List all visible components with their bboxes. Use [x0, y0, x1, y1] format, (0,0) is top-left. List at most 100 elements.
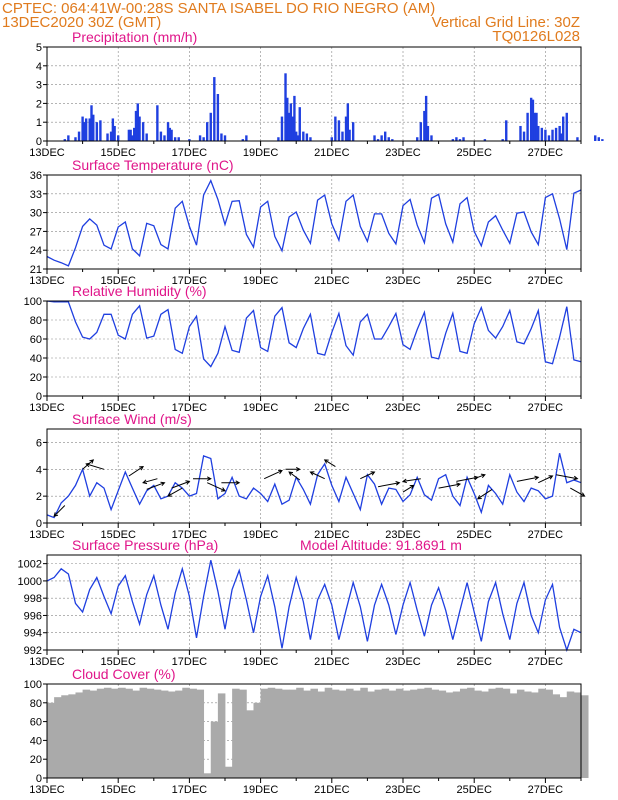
precipitation-xtick-label: 21DEC [314, 147, 350, 159]
cloud-cover-bar [168, 691, 176, 778]
temperature-xtick-label: 17DEC [172, 275, 208, 287]
precipitation-bar [92, 114, 95, 141]
precipitation-bar [245, 135, 248, 141]
precipitation-bar [373, 135, 376, 141]
wind-xtick-label: 15DEC [100, 529, 136, 541]
cloud-cover-bar [438, 690, 447, 778]
precipitation-bar [451, 139, 455, 141]
precipitation-bar [348, 129, 351, 141]
precipitation-bar [519, 125, 522, 141]
cloud-cover-bar [581, 695, 589, 778]
cloud-cover-bar [353, 690, 361, 778]
wind-vector-arrow [167, 487, 183, 497]
cloud-cover-bar [182, 687, 190, 778]
precipitation-xtick-label: 27DEC [528, 147, 564, 159]
temperature-xtick-label: 25DEC [456, 275, 492, 287]
precipitation-bar [376, 139, 380, 141]
precipitation-bar [594, 135, 597, 141]
header-date: 13DEC2020 30Z (GMT) [2, 14, 161, 31]
cloud-cover-xtick-label: 27DEC [528, 784, 564, 796]
wind-xtick-label: 23DEC [385, 529, 421, 541]
wind-vector-arrow [171, 480, 191, 489]
cloud-cover-bar [524, 691, 532, 778]
cloud-cover-bar [538, 688, 546, 778]
wind-vector-arrow [142, 478, 158, 485]
precipitation-bar [81, 116, 84, 141]
precipitation-bar [562, 116, 565, 141]
cloud-cover-bar [267, 687, 276, 778]
temperature-ytick-label: 36 [30, 170, 42, 182]
precipitation-xtick-label: 23DEC [385, 147, 421, 159]
cloud-cover-ytick-label: 100 [24, 679, 42, 691]
cloud-cover-ytick-label: 20 [30, 754, 42, 766]
cloud-cover-bar [125, 688, 133, 778]
wind-vector-arrow [263, 469, 283, 480]
cloud-cover-bar [324, 687, 333, 778]
cloud-cover-bar [516, 689, 525, 778]
cloud-cover-panel: 0 20 40 60 80 100 13DEC 15DEC 17DEC 19DEC 21DEC 23D… [24, 666, 589, 796]
pressure-xtick-label: 13DEC [29, 656, 65, 668]
temperature-ytick-label: 21 [30, 264, 42, 276]
cloud-cover-ytick-label: 0 [36, 773, 42, 785]
cloud-cover-bar [61, 695, 69, 778]
cloud-cover-ytick-label: 80 [30, 698, 42, 710]
cloud-cover-bar [310, 688, 318, 778]
wind-vector-arrow [360, 471, 376, 480]
precipitation-bar [127, 129, 131, 141]
pressure-xtick-label: 23DEC [385, 656, 421, 668]
precipitation-bar [505, 120, 508, 141]
precipitation-bar [309, 137, 312, 141]
precipitation-bar [77, 131, 81, 141]
precipitation-bar [74, 137, 77, 141]
precipitation-ytick-label: 0 [36, 136, 42, 148]
precipitation-bar [387, 137, 390, 141]
temperature-title: Surface Temperature (nC) [72, 157, 234, 173]
temperature-line [46, 178, 582, 267]
precipitation-bar [168, 127, 172, 141]
cloud-cover-bar [360, 687, 368, 778]
wind-vector-arrow [206, 482, 226, 492]
pressure-title: Surface Pressure (hPa) [72, 537, 218, 553]
precipitation-title: Precipitation (mm/h) [72, 29, 197, 45]
wind-ytick-label: 0 [36, 518, 42, 530]
cloud-cover-bar [82, 689, 91, 778]
precipitation-bar [535, 112, 538, 141]
cloud-cover-bar [495, 687, 504, 778]
precipitation-bar [84, 118, 88, 141]
cloud-cover-bar [139, 687, 148, 778]
wind-vector-arrow [193, 476, 212, 482]
pressure-xtick-label: 15DEC [100, 656, 136, 668]
precipitation-ytick-label: 4 [36, 61, 42, 73]
cloud-cover-xtick-label: 21DEC [314, 784, 350, 796]
humidity-xtick-label: 19DEC [243, 402, 279, 414]
cloud-cover-bar [132, 690, 140, 778]
precipitation-bar [424, 95, 428, 141]
cloud-cover-bar [89, 690, 98, 778]
cloud-cover-bar [559, 697, 568, 778]
precipitation-bar [554, 127, 558, 141]
cloud-cover-bar [346, 688, 354, 778]
cloud-cover-title: Cloud Cover (%) [72, 666, 175, 682]
pressure-annotation: Model Altitude: 91.8691 m [300, 537, 462, 553]
cloud-cover-xtick-label: 23DEC [385, 784, 421, 796]
header-station: CPTEC: 064:41W-00:28S SANTA ISABEL DO RI… [2, 0, 435, 17]
precipitation-bar [166, 122, 170, 141]
temperature-xtick-label: 27DEC [528, 275, 564, 287]
wind-vector-arrow [402, 484, 415, 493]
pressure-ytick-label: 996 [24, 610, 42, 622]
precipitation-bar [380, 135, 383, 141]
precipitation-bar [88, 118, 91, 141]
precipitation-bar [576, 137, 579, 141]
wind-vector-arrow [128, 466, 144, 477]
cloud-cover-bar [502, 688, 511, 778]
cloud-cover-bar [410, 689, 418, 778]
precipitation-bar [111, 118, 115, 141]
precipitation-bar [337, 120, 341, 141]
precipitation-bar [220, 133, 223, 141]
precipitation-bar [188, 139, 191, 141]
temperature-ytick-label: 27 [30, 226, 42, 238]
pressure-xtick-label: 19DEC [243, 656, 279, 668]
wind-ytick-label: 2 [36, 491, 42, 503]
wind-xtick-label: 25DEC [456, 529, 492, 541]
cloud-cover-bar [459, 688, 468, 778]
